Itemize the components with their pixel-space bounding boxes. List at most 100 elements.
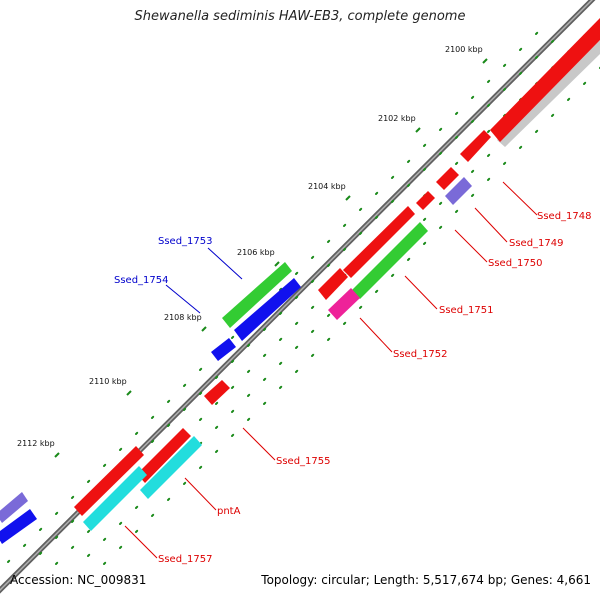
tick-dot — [103, 463, 107, 467]
tick-dot — [87, 479, 91, 483]
tick-dot — [535, 31, 539, 35]
gene-ssed-1751-feature[interactable] — [343, 206, 415, 278]
gene-label-pnta[interactable]: pntA — [217, 506, 241, 517]
gene-red-small-feature[interactable] — [460, 130, 491, 162]
gene-left-lilac-feature[interactable] — [0, 492, 28, 523]
tick-dot — [551, 39, 555, 43]
ruler-label: 2104 kbp — [308, 182, 346, 191]
gene-ssed-1753-feature[interactable] — [222, 262, 292, 328]
tick-dot — [471, 119, 475, 123]
tick-dot — [359, 231, 363, 235]
tick-dot — [39, 527, 43, 531]
gene-ssed-1749-feature[interactable] — [445, 177, 472, 205]
tick-dot — [215, 401, 219, 405]
tick-dot — [215, 425, 219, 429]
tick-dot — [391, 273, 395, 277]
tick-dot — [471, 95, 475, 99]
tick-dot — [439, 201, 443, 205]
tick-dot — [183, 383, 187, 387]
gene-ssed-1750-feature[interactable] — [436, 167, 459, 190]
tick-dot — [247, 393, 251, 397]
tick-dot — [295, 369, 299, 373]
gene-ssed-1748-red-feature[interactable] — [490, 18, 600, 142]
gene-label-ssed-1749[interactable]: Ssed_1749 — [509, 238, 564, 249]
tick-dot — [279, 337, 283, 341]
gene-label-ssed-1751[interactable]: Ssed_1751 — [439, 305, 494, 316]
tick-dot — [151, 415, 155, 419]
tick-dot — [87, 529, 91, 533]
gene-ssed-1755-feature[interactable] — [204, 380, 230, 405]
gene-label-ssed-1757[interactable]: Ssed_1757 — [158, 554, 213, 565]
tick-dot — [471, 169, 475, 173]
ruler-major-tick — [345, 195, 351, 201]
tick-dot — [119, 545, 123, 549]
gene-label-ssed-1755[interactable]: Ssed_1755 — [276, 456, 331, 467]
tick-dot — [311, 305, 315, 309]
tick-dot — [7, 559, 11, 563]
tick-dot — [311, 353, 315, 357]
genome-summary: Topology: circular; Length: 5,517,674 bp… — [261, 573, 591, 587]
tick-dot — [391, 175, 395, 179]
ruler-major-tick — [482, 58, 488, 64]
gene-label-group: Ssed_1748 Ssed_1749 Ssed_1750 Ssed_1751 … — [114, 211, 592, 565]
tick-dot — [535, 129, 539, 133]
ruler-label: 2106 kbp — [237, 248, 275, 257]
ruler-major-tick — [126, 390, 132, 396]
gene-label-ssed-1753[interactable]: Ssed_1753 — [158, 236, 213, 247]
tick-dot — [407, 257, 411, 261]
tick-dot — [295, 345, 299, 349]
gene-blue-small-feature[interactable] — [211, 338, 236, 361]
tick-dot — [151, 513, 155, 517]
gene-left-blue-feature[interactable] — [0, 509, 37, 544]
tick-dot — [199, 391, 203, 395]
tick-dot — [359, 305, 363, 309]
tick-dot — [455, 135, 459, 139]
tick-dot — [71, 545, 75, 549]
gene-red-arrow-feature[interactable] — [318, 268, 348, 300]
gene-ssed-1757-feature[interactable] — [74, 446, 144, 516]
tick-dot — [311, 279, 315, 283]
tick-dot — [247, 343, 251, 347]
tick-dot — [503, 87, 507, 91]
tick-dot — [71, 519, 75, 523]
tick-dot — [135, 431, 139, 435]
gene-label-ssed-1748[interactable]: Ssed_1748 — [537, 211, 592, 222]
gene-ssed-1748-feature[interactable] — [497, 38, 600, 147]
tick-dot — [183, 407, 187, 411]
genes-value: 4,661 — [556, 573, 591, 587]
ruler-major-tick — [54, 452, 60, 458]
tick-dot — [519, 47, 523, 51]
gene-green-right-feature[interactable] — [352, 222, 428, 299]
tick-dot — [327, 263, 331, 267]
tick-dot — [423, 241, 427, 245]
tick-dot — [471, 193, 475, 197]
tick-dot — [359, 207, 363, 211]
tick-dot — [279, 385, 283, 389]
genes-label: Genes: — [510, 573, 553, 587]
tick-dot — [135, 529, 139, 533]
tick-dot — [375, 215, 379, 219]
tick-dot — [55, 561, 59, 565]
tick-dot — [199, 417, 203, 421]
accession-label: Accession: — [10, 573, 74, 587]
tick-dot — [135, 505, 139, 509]
ruler-label: 2102 kbp — [378, 114, 416, 123]
tick-dot — [327, 313, 331, 317]
gene-ssed-1757-cyan-feature[interactable] — [83, 466, 147, 531]
gene-ssed-1754-feature[interactable] — [234, 278, 301, 341]
tick-dot — [231, 385, 235, 389]
gene-ssed-1752-feature[interactable] — [328, 288, 360, 320]
gene-label-ssed-1752[interactable]: Ssed_1752 — [393, 349, 448, 360]
tick-dot — [439, 151, 443, 155]
tick-dot — [215, 449, 219, 453]
gene-red-tiny-feature[interactable] — [416, 191, 435, 210]
tick-dot — [263, 327, 267, 331]
gene-label-ssed-1750[interactable]: Ssed_1750 — [488, 258, 543, 269]
gene-label-ssed-1754[interactable]: Ssed_1754 — [114, 275, 169, 286]
gene-features — [0, 18, 600, 544]
gene-pnta-cyan-feature[interactable] — [140, 436, 202, 499]
gene-pnta-feature[interactable] — [137, 428, 191, 483]
length-label: Length: — [373, 573, 420, 587]
tick-dot — [583, 81, 587, 85]
accession-info: Accession: NC_009831 — [10, 573, 146, 587]
